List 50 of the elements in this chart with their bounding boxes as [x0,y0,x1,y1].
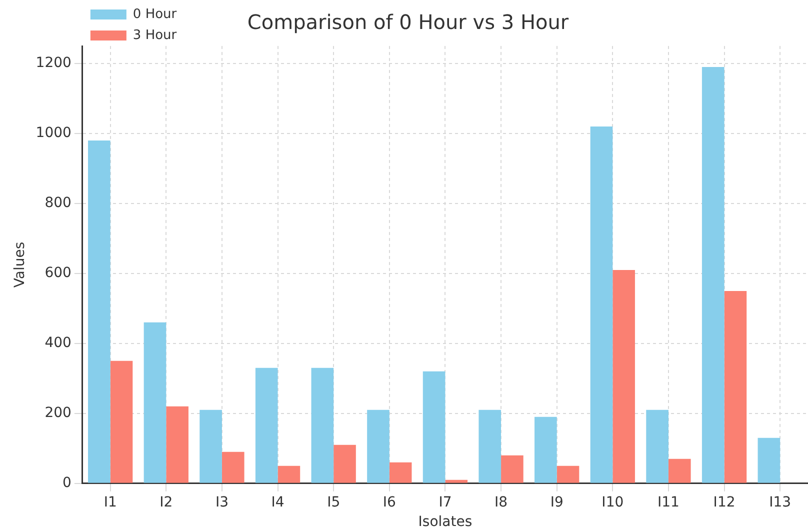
y-tick-label: 400 [44,335,72,352]
bar [144,322,166,483]
bar [278,466,300,483]
bar [612,270,635,483]
x-tick-label: I4 [271,494,284,510]
y-tick-label: 0 [62,475,72,492]
bar [668,458,691,483]
x-tick-label: I9 [550,494,564,510]
x-tick-label: I6 [382,494,396,510]
bar [222,452,244,483]
x-tick-label: I1 [104,494,117,510]
bar [445,480,468,483]
bar [422,371,446,483]
y-tick-label: 1200 [36,55,72,72]
bar [724,290,747,483]
x-axis-title: Isolates [418,514,472,530]
bar [702,66,724,483]
y-axis-title: Values [12,242,28,288]
chart-title: Comparison of 0 Hour vs 3 Hour [247,10,570,34]
bar [166,406,188,483]
y-tick-label: 800 [44,195,72,212]
y-tick-label: 200 [44,405,72,422]
bar [110,360,133,483]
bar [590,126,613,483]
x-tick-label: I3 [215,494,228,510]
x-tick-label: I12 [713,494,736,510]
legend-label: 3 Hour [132,28,178,43]
y-tick-label: 600 [44,265,72,282]
bar [367,410,390,483]
x-tick-label: I10 [602,494,624,510]
bar [534,416,557,483]
bar [255,368,278,483]
x-tick-label: I5 [327,494,340,510]
bar [200,410,222,483]
bar [501,455,524,483]
bar [556,466,580,483]
x-tick-label: I2 [160,494,173,510]
bar [88,140,110,483]
bar [758,438,780,483]
bar [334,444,356,483]
x-tick-label: I11 [657,494,680,510]
legend-label: 0 Hour [132,6,178,22]
x-tick-label: I13 [769,494,792,510]
x-tick-label: I7 [438,494,452,510]
bar [389,462,412,483]
bar [646,410,668,483]
bar [478,410,502,483]
y-tick-label: 1000 [36,125,72,142]
bar [311,368,334,483]
x-tick-label: I8 [494,494,508,510]
